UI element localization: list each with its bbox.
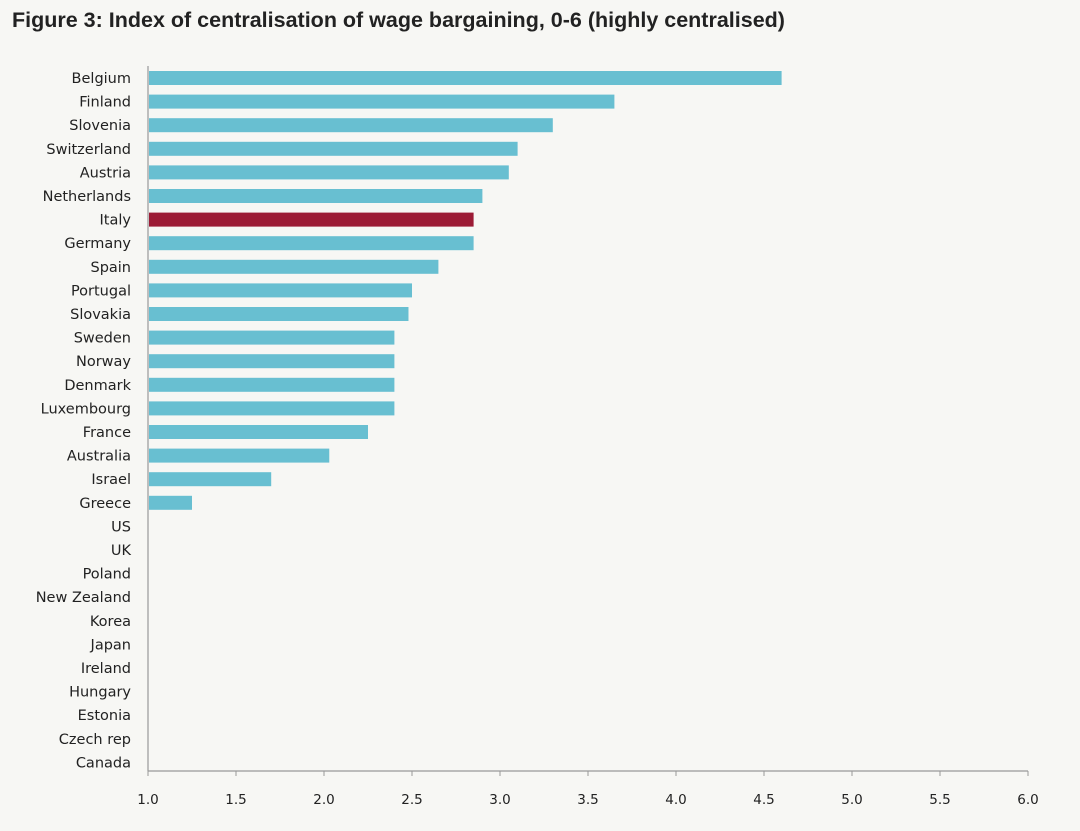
category-label: US [111, 519, 131, 535]
category-label: UK [111, 543, 132, 559]
bar-sweden [149, 330, 395, 345]
bar-greece [149, 495, 192, 510]
x-tick-label: 2.5 [401, 792, 422, 808]
x-tick-label: 5.5 [929, 792, 950, 808]
bar-belgium [149, 71, 782, 85]
bar-portugal [149, 283, 412, 298]
x-tick-label: 4.5 [753, 792, 774, 808]
category-label: Spain [90, 260, 131, 276]
bar-italy [149, 212, 474, 227]
category-label: Slovakia [70, 307, 131, 323]
x-tick-label: 1.5 [225, 792, 246, 808]
bar-denmark [149, 377, 395, 392]
category-label: Germany [64, 236, 131, 252]
bar-slovenia [149, 118, 553, 133]
bar-spain [149, 259, 439, 274]
category-label: Finland [79, 95, 131, 111]
category-label: France [83, 425, 131, 441]
category-label: Belgium [72, 71, 131, 87]
bar-norway [149, 354, 395, 369]
x-tick-label: 6.0 [1017, 792, 1038, 808]
bar-netherlands [149, 189, 483, 203]
category-label: Hungary [69, 685, 131, 701]
bar-finland [149, 94, 615, 109]
x-tick-label: 3.5 [577, 792, 598, 808]
bar-germany [149, 236, 474, 251]
bar-israel [149, 472, 272, 487]
bar-switzerland [149, 141, 518, 156]
category-label: Netherlands [43, 189, 131, 205]
bar-austria [149, 165, 509, 180]
category-label: Austria [80, 165, 131, 181]
category-label: Czech rep [59, 732, 131, 748]
x-tick-label: 2.0 [313, 792, 334, 808]
category-label: Ireland [81, 661, 131, 677]
category-label: Greece [79, 496, 131, 512]
category-label: Portugal [71, 283, 131, 299]
category-label: Italy [100, 213, 132, 229]
category-label: New Zealand [36, 590, 131, 606]
x-tick-label: 1.0 [137, 792, 158, 808]
category-label: Australia [67, 449, 131, 465]
category-label: Japan [90, 637, 131, 653]
bar-slovakia [149, 307, 409, 321]
category-label: Norway [76, 354, 131, 370]
category-label: Canada [76, 755, 131, 771]
category-label: Slovenia [69, 118, 131, 134]
x-tick-label: 5.0 [841, 792, 862, 808]
category-label: Luxembourg [41, 401, 131, 417]
bar-australia [149, 448, 330, 463]
x-tick-label: 4.0 [665, 792, 686, 808]
bar-luxembourg [149, 401, 395, 416]
category-label: Switzerland [46, 142, 131, 158]
chart-title: Figure 3: Index of centralisation of wag… [12, 8, 785, 32]
category-label: Denmark [64, 378, 131, 394]
category-label: Estonia [78, 708, 131, 724]
bar-france [149, 425, 368, 439]
x-tick-label: 3.0 [489, 792, 510, 808]
category-label: Korea [90, 614, 131, 630]
category-label: Israel [91, 472, 131, 488]
category-label: Sweden [74, 331, 131, 347]
category-label: Poland [83, 567, 131, 583]
